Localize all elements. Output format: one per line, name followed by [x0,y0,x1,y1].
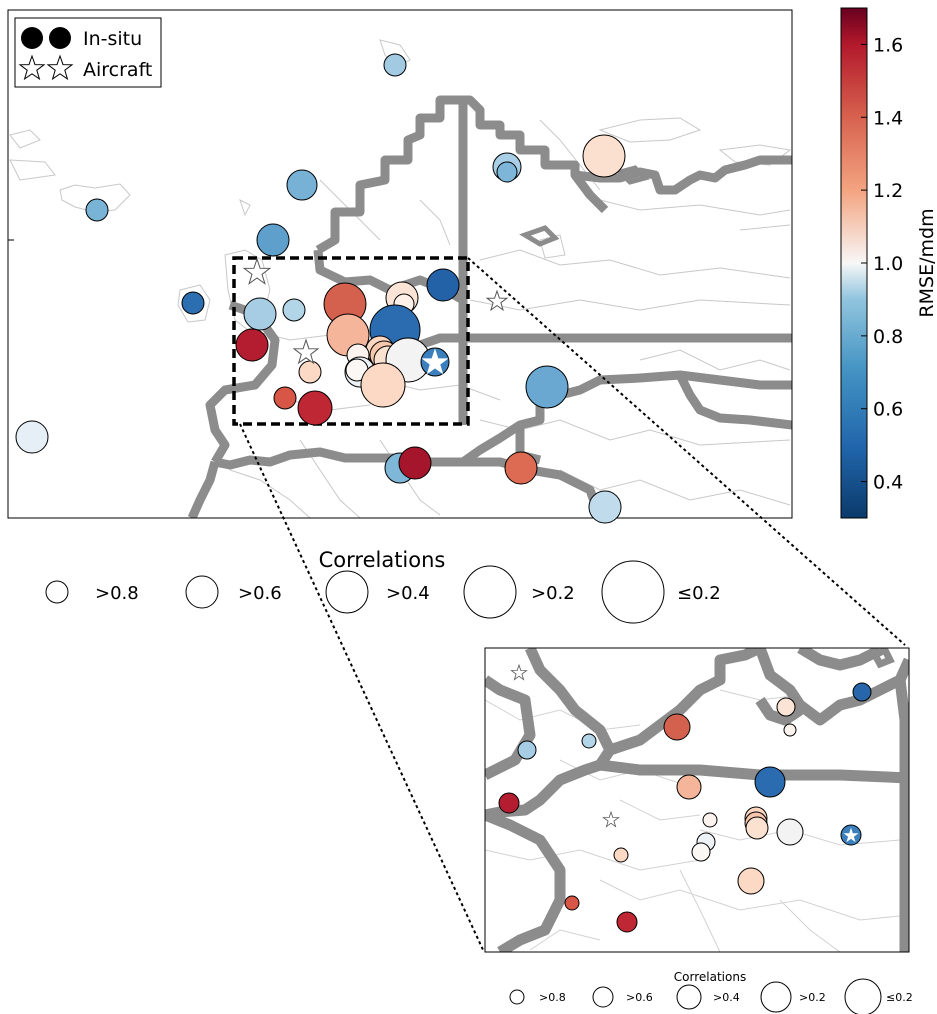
colorbar-tick-label: 0.6 [873,399,903,421]
station-marker [496,161,518,183]
station-marker [582,134,626,178]
aircraft-star [485,289,509,312]
station-marker [235,328,269,362]
size-legend-label: ≤0.2 [677,583,721,604]
station-marker [286,169,318,201]
size-legend-label: >0.4 [386,583,430,604]
insitu-symbol [21,27,43,49]
zoom-region-box [232,256,470,426]
station-marker [498,792,520,814]
station-marker [776,818,804,846]
colorbar: 0.4 0.6 0.8 1.0 1.2 1.4 1.6 RMSE/mdm [840,7,937,519]
size-legend-circle [463,565,517,619]
station-marker [581,733,597,749]
inset-legend-label: >0.6 [626,991,653,1004]
size-legend-circle [45,580,69,604]
size-legend-label: >0.8 [95,583,139,604]
inset-legend-circle [676,984,702,1010]
station-marker [754,766,786,798]
station-marker [616,911,638,933]
station-marker [517,740,537,760]
marker-legend: In-situ Aircraft [14,17,162,88]
aircraft-symbol [18,54,46,81]
station-marker [776,697,796,717]
station-marker [852,682,872,702]
inset-legend-label: >0.4 [713,991,740,1004]
colorbar-tick-label: 0.8 [873,326,903,348]
size-legend-circle [185,575,219,609]
inset-size-legend: Correlations >0.8 >0.6 >0.4 >0.2 ≤0.2 [509,970,913,1014]
station-marker [525,365,569,409]
inset-legend-circle [760,981,792,1013]
insitu-label: In-situ [83,28,142,50]
inset-legend-title: Correlations [674,970,746,984]
aircraft-star [510,663,528,681]
station-marker [243,297,277,331]
colorbar-tick-label: 1.6 [873,34,903,56]
main-map-aircraft [242,257,509,375]
station-marker [85,198,109,222]
inset-legend-label: ≤0.2 [886,991,913,1004]
main-map [7,9,793,519]
station-marker [745,816,769,840]
colorbar-label: RMSE/mdm [916,208,937,317]
inset-legend-circle [509,989,525,1005]
station-marker [360,362,406,408]
inset-legend-circle [844,978,882,1014]
station-marker [663,713,691,741]
station-marker [676,774,702,800]
inset-aircraft [510,663,859,843]
colorbar-tick-label: 1.2 [873,180,903,202]
size-legend-label: >0.6 [238,583,282,604]
colorbar-tick-label: 0.4 [873,472,903,494]
station-marker [181,291,205,315]
aircraft-star [602,810,620,828]
station-marker [564,895,580,911]
station-marker [783,723,797,737]
station-marker [282,298,306,322]
station-marker [426,268,460,302]
station-marker [702,812,718,828]
station-marker [256,223,290,257]
inset-legend-circle [592,986,614,1008]
station-marker [737,867,765,895]
size-legend-circle [601,560,665,624]
insitu-symbol [49,27,71,49]
aircraft-star [292,338,320,365]
aircraft-label: Aircraft [83,59,152,81]
station-marker [691,842,711,862]
size-legend-title: Correlations [319,548,446,572]
inset-legend-label: >0.8 [539,991,566,1004]
inset-legend-label: >0.2 [799,991,826,1004]
aircraft-star [843,827,859,843]
station-marker [504,451,538,485]
colorbar-tick-label: 1.4 [873,107,903,129]
inset-stations [498,682,872,933]
station-marker [15,420,49,454]
size-legend-circle [325,570,369,614]
main-map-stations [15,53,626,524]
station-marker [273,386,297,410]
size-legend-label: >0.2 [531,583,575,604]
aircraft-star [242,257,272,285]
size-legend: Correlations >0.8 >0.6 >0.4 >0.2 ≤0.2 [45,548,721,624]
station-marker [298,360,322,384]
station-marker [588,490,622,524]
aircraft-star [421,348,449,375]
station-marker [398,446,432,480]
zoom-connectors [239,257,906,953]
aircraft-symbol [46,54,74,81]
station-marker [297,390,333,426]
inset-map [484,647,910,953]
colorbar-tick-label: 1.0 [873,253,903,275]
station-marker [383,53,407,77]
station-marker [613,847,629,863]
